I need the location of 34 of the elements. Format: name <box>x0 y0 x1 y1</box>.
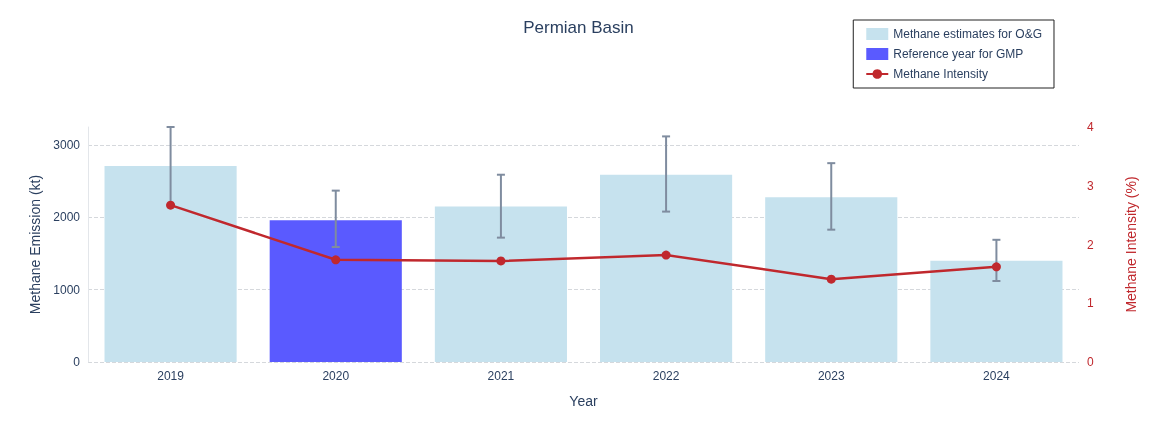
legend-label: Methane estimates for O&G <box>893 27 1043 41</box>
y2-tick-label: 4 <box>1087 120 1094 134</box>
point <box>331 255 341 265</box>
point <box>166 200 176 210</box>
x-tick-label: 2020 <box>322 369 350 383</box>
x-tick-label: 2021 <box>487 369 515 383</box>
chart-title: Permian Basin <box>523 18 634 37</box>
y2-tick-label: 2 <box>1087 237 1094 252</box>
y2-axis-title: Methane Intensity (%) <box>1123 176 1139 313</box>
x-tick-label: 2023 <box>817 369 845 383</box>
bar <box>765 197 898 362</box>
point <box>826 274 836 284</box>
y-tick-label: 1000 <box>53 282 81 297</box>
point <box>991 262 1001 272</box>
y2-tick-label: 1 <box>1087 296 1094 311</box>
bar <box>600 174 733 362</box>
y2-tick-label: 0 <box>1087 355 1094 369</box>
y-tick-label: 2000 <box>53 210 81 225</box>
x-tick-label: 2024 <box>983 369 1011 383</box>
point <box>496 256 506 266</box>
y-axis-title: Methane Emission (kt) <box>27 174 44 315</box>
y-tick-label: 0 <box>73 355 81 369</box>
x-axis-title: Year <box>569 393 598 409</box>
legend-label: Methane Intensity <box>893 67 989 81</box>
bar <box>269 220 402 362</box>
y2-tick-label: 3 <box>1087 178 1094 193</box>
x-tick-label: 2019 <box>157 369 185 383</box>
x-tick-label: 2022 <box>652 369 680 383</box>
y-tick-label: 3000 <box>53 138 81 153</box>
bar <box>104 166 237 362</box>
point <box>661 250 671 260</box>
bar <box>930 260 1063 362</box>
legend-label: Reference year for GMP <box>893 47 1024 61</box>
bar <box>434 206 567 362</box>
